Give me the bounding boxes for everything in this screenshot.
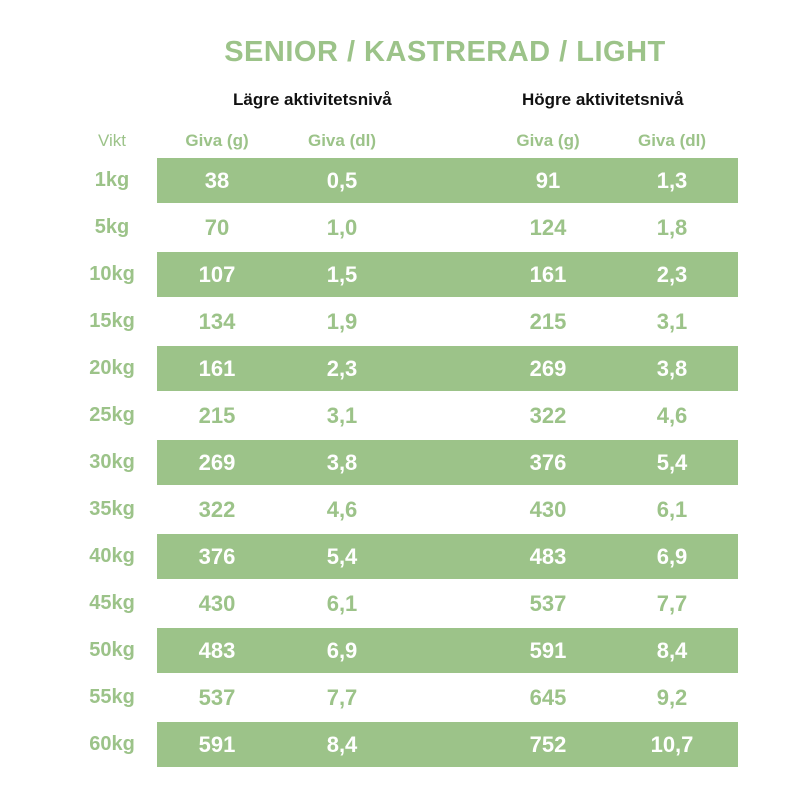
low-grams-cell: 483: [198, 638, 236, 663]
low-dl-cell: 1,5: [326, 262, 358, 287]
low-dl-cell: 8,4: [326, 732, 358, 757]
low-grams-cell: 161: [198, 356, 236, 381]
high-dl-cell: 3,8: [656, 356, 688, 381]
table-row: 60kg 591 8,4 752 10,7: [0, 722, 800, 769]
high-dl-cell: 9,2: [656, 685, 688, 710]
high-grams-cell: 537: [529, 591, 567, 616]
column-header-low-grams: Giva (g): [185, 131, 249, 150]
feeding-table: 1kg 38 0,5 91 1,3 5kg 70 1,0 124 1,8 10k…: [0, 158, 800, 769]
low-grams-cell: 322: [198, 497, 236, 522]
high-dl-cell: 7,7: [656, 591, 688, 616]
high-grams-cell: 591: [529, 638, 567, 663]
weight-cell: 30kg: [89, 451, 135, 473]
weight-cell: 40kg: [89, 545, 135, 567]
high-grams-cell: 215: [529, 309, 567, 334]
weight-cell: 55kg: [89, 686, 135, 708]
table-row: 1kg 38 0,5 91 1,3: [0, 158, 800, 205]
high-grams-cell: 322: [529, 403, 567, 428]
high-dl-cell: 5,4: [656, 450, 688, 475]
high-grams-cell: 430: [529, 497, 567, 522]
low-grams-cell: 215: [198, 403, 236, 428]
row-band: [157, 534, 738, 579]
low-grams-cell: 430: [198, 591, 236, 616]
high-grams-cell: 91: [535, 168, 561, 193]
table-row: 40kg 376 5,4 483 6,9: [0, 534, 800, 581]
high-dl-cell: 6,1: [656, 497, 688, 522]
low-grams-cell: 107: [198, 262, 236, 287]
low-grams-cell: 591: [198, 732, 236, 757]
table-row: 25kg 215 3,1 322 4,6: [0, 393, 800, 440]
low-dl-cell: 6,1: [326, 591, 358, 616]
low-dl-cell: 4,6: [326, 497, 358, 522]
low-grams-cell: 134: [198, 309, 236, 334]
low-dl-cell: 1,0: [326, 215, 358, 240]
low-grams-cell: 38: [204, 168, 230, 193]
low-dl-cell: 0,5: [326, 168, 358, 193]
weight-cell: 10kg: [89, 263, 135, 285]
table-row: 45kg 430 6,1 537 7,7: [0, 581, 800, 628]
weight-cell: 45kg: [89, 592, 135, 614]
high-grams-cell: 752: [529, 732, 567, 757]
table-row: 35kg 322 4,6 430 6,1: [0, 487, 800, 534]
column-header-weight: Vikt: [97, 131, 127, 150]
high-dl-cell: 8,4: [656, 638, 688, 663]
weight-cell: 1kg: [94, 169, 130, 191]
high-grams-cell: 645: [529, 685, 567, 710]
high-dl-cell: 1,8: [656, 215, 688, 240]
weight-cell: 25kg: [89, 404, 135, 426]
low-grams-cell: 537: [198, 685, 236, 710]
row-band: [157, 722, 738, 767]
column-header-low-dl: Giva (dl): [307, 131, 376, 150]
high-dl-cell: 4,6: [656, 403, 688, 428]
table-row: 30kg 269 3,8 376 5,4: [0, 440, 800, 487]
weight-cell: 50kg: [89, 639, 135, 661]
page-title: SENIOR / KASTRERAD / LIGHT: [224, 36, 666, 68]
high-grams-cell: 124: [529, 215, 567, 240]
low-dl-cell: 7,7: [326, 685, 358, 710]
high-grams-cell: 161: [529, 262, 567, 287]
low-grams-cell: 269: [198, 450, 236, 475]
low-grams-cell: 376: [198, 544, 236, 569]
table-row: 55kg 537 7,7 645 9,2: [0, 675, 800, 722]
column-header-high-dl: Giva (dl): [637, 131, 706, 150]
row-band: [157, 252, 738, 297]
low-dl-cell: 6,9: [326, 638, 358, 663]
high-grams-cell: 269: [529, 356, 567, 381]
weight-cell: 20kg: [89, 357, 135, 379]
table-row: 10kg 107 1,5 161 2,3: [0, 252, 800, 299]
high-dl-cell: 3,1: [656, 309, 688, 334]
low-dl-cell: 3,8: [326, 450, 358, 475]
weight-cell: 35kg: [89, 498, 135, 520]
weight-cell: 5kg: [94, 216, 130, 238]
high-dl-cell: 1,3: [656, 168, 688, 193]
high-grams-cell: 376: [529, 450, 567, 475]
table-row: 50kg 483 6,9 591 8,4: [0, 628, 800, 675]
table-row: 20kg 161 2,3 269 3,8: [0, 346, 800, 393]
row-band: [157, 158, 738, 203]
row-band: [157, 440, 738, 485]
weight-cell: 60kg: [89, 733, 135, 755]
high-dl-cell: 6,9: [656, 544, 688, 569]
high-dl-cell: 10,7: [650, 732, 694, 757]
low-dl-cell: 5,4: [326, 544, 358, 569]
table-row: 5kg 70 1,0 124 1,8: [0, 205, 800, 252]
low-dl-cell: 3,1: [326, 403, 358, 428]
row-band: [157, 346, 738, 391]
weight-cell: 15kg: [89, 310, 135, 332]
table-row: 15kg 134 1,9 215 3,1: [0, 299, 800, 346]
high-dl-cell: 2,3: [656, 262, 688, 287]
row-band: [157, 628, 738, 673]
column-header-high-grams: Giva (g): [516, 131, 580, 150]
group-label-low-activity: Lägre aktivitetsnivå: [233, 90, 392, 109]
group-label-high-activity: Högre aktivitetsnivå: [522, 90, 684, 109]
low-dl-cell: 1,9: [326, 309, 358, 334]
low-dl-cell: 2,3: [326, 356, 358, 381]
high-grams-cell: 483: [529, 544, 567, 569]
low-grams-cell: 70: [204, 215, 230, 240]
